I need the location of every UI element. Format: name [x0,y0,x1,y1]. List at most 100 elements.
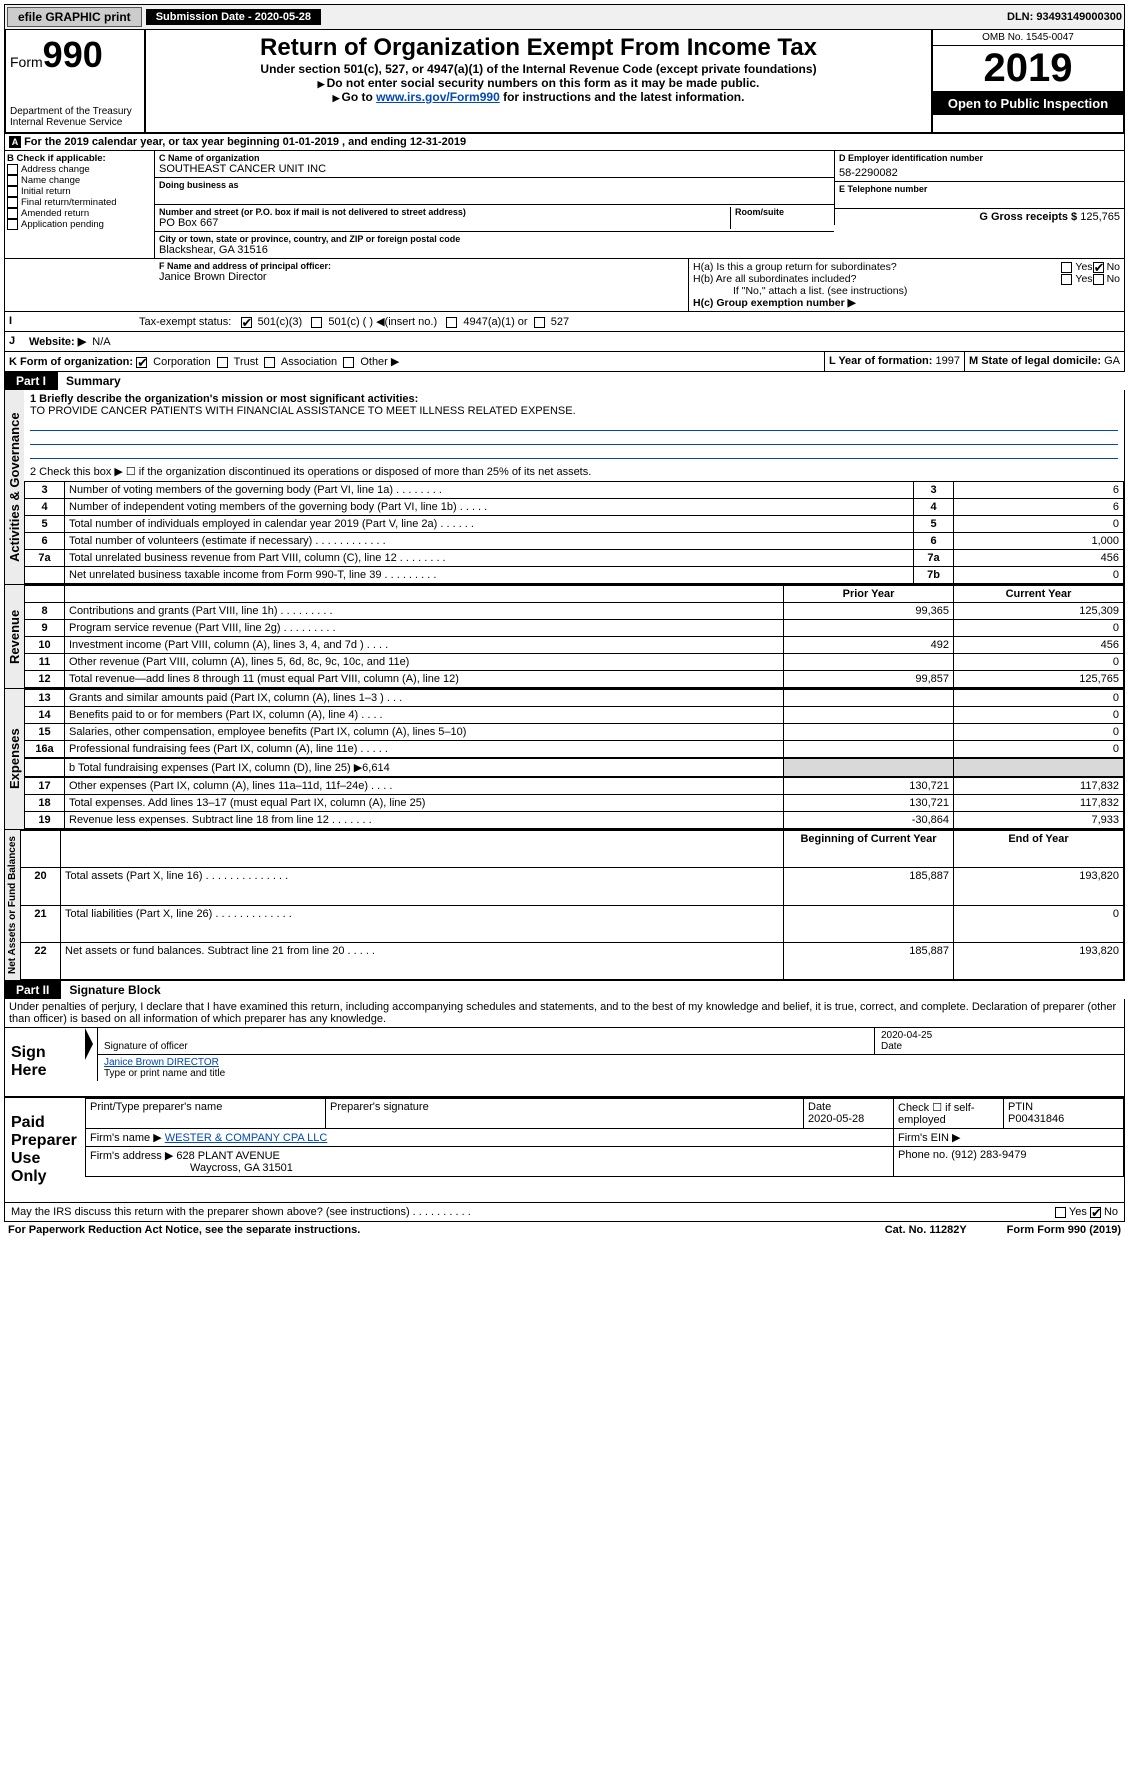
line-box: 5 [914,516,954,533]
line-num: 20 [21,868,61,905]
prior-year: 130,721 [784,778,954,795]
street: PO Box 667 [159,217,730,229]
f-lbl: F Name and address of principal officer: [159,261,684,271]
discuss-no[interactable]: No [1090,1206,1118,1218]
discuss-text: May the IRS discuss this return with the… [11,1206,1055,1218]
line-text: Number of independent voting members of … [65,499,914,516]
pp-sig-lbl: Preparer's signature [326,1099,804,1129]
line-num: 5 [25,516,65,533]
line-a: A For the 2019 calendar year, or tax yea… [4,134,1125,151]
corp-chk[interactable] [136,357,147,368]
prior-year: -30,864 [784,812,954,829]
c-name-cell: C Name of organization SOUTHEAST CANCER … [155,151,834,178]
vlabel-governance: Activities & Governance [5,390,24,584]
self-emp[interactable]: Check ☐ if self-employed [894,1099,1004,1129]
q1-lbl: 1 Briefly describe the organization's mi… [30,393,418,405]
yes-lbl: Yes [1075,273,1092,285]
i-lbl: I [5,312,135,331]
q2: 2 Check this box ▶ ☐ if the organization… [24,462,1124,481]
line-num: 21 [21,905,61,942]
under-section: Under section 501(c), 527, or 4947(a)(1)… [150,62,927,76]
b-opt-label: Final return/terminated [21,197,117,208]
501c3-chk[interactable] [241,317,252,328]
ein-lbl: D Employer identification number [839,153,1120,163]
trust-chk[interactable] [217,357,228,368]
street-cell: Number and street (or P.O. box if mail i… [155,205,834,232]
b-opt[interactable]: Application pending [7,219,152,230]
firm-name[interactable]: WESTER & COMPANY CPA LLC [165,1132,328,1144]
sig-date-val: 2020-04-25 [881,1030,932,1041]
line-val: 6 [954,499,1124,516]
line-text: Total unrelated business revenue from Pa… [65,550,914,567]
goto-link[interactable]: www.irs.gov/Form990 [376,90,500,104]
b-opt-label: Address change [21,164,90,175]
hb-no[interactable]: No [1093,273,1120,285]
line-text: Other revenue (Part VIII, column (A), li… [65,654,784,671]
ha-text: H(a) Is this a group return for subordin… [693,261,1061,273]
goto-line: Go to www.irs.gov/Form990 for instructio… [150,90,927,104]
exp-b: b Total fundraising expenses (Part IX, c… [65,759,784,777]
ha-no[interactable]: No [1093,261,1120,273]
line-num: 13 [25,690,65,707]
firm-lbl: Firm's name ▶ [90,1132,162,1144]
line-num: 6 [25,533,65,550]
assoc-chk[interactable] [264,357,275,368]
prior-year [784,905,954,942]
omb: OMB No. 1545-0047 [933,30,1123,46]
b-opt[interactable]: Name change [7,175,152,186]
city-lbl: City or town, state or province, country… [159,234,830,244]
trust: Trust [234,356,259,368]
rev-table: Prior YearCurrent Year8 Contributions an… [24,585,1124,688]
paid-preparer: Paid Preparer Use Only [5,1098,85,1202]
exp2-table: 17 Other expenses (Part IX, column (A), … [24,777,1124,829]
current-year: 456 [954,637,1124,654]
ha-yes[interactable]: Yes [1061,261,1092,273]
officer-name[interactable]: Janice Brown DIRECTOR [104,1057,219,1068]
paid-preparer-row: Paid Preparer Use Only Print/Type prepar… [5,1096,1124,1202]
exp-section: Expenses 13 Grants and similar amounts p… [4,689,1125,830]
arrow-icon [85,1028,93,1060]
goto-pre: Go to [333,90,377,104]
efile-button[interactable]: efile GRAPHIC print [7,7,142,27]
pp-name-lbl: Print/Type preparer's name [86,1099,326,1129]
sigoff-lbl: Signature of officer [104,1041,188,1052]
tax-year: 2019 [933,46,1123,92]
vlabel-netassets: Net Assets or Fund Balances [5,830,20,980]
other: Other ▶ [360,356,399,368]
addr1: 628 PLANT AVENUE [176,1150,280,1162]
entity-block: B Check if applicable: Address change Na… [4,151,1125,259]
footer: For Paperwork Reduction Act Notice, see … [4,1222,1125,1238]
527-chk[interactable] [534,317,545,328]
prior-year [784,724,954,741]
line-text: Total assets (Part X, line 16) . . . . .… [61,868,784,905]
other-chk[interactable] [343,357,354,368]
501c-chk[interactable] [311,317,322,328]
line-text: Total revenue—add lines 8 through 11 (mu… [65,671,784,688]
b-opt[interactable]: Amended return [7,208,152,219]
f-h-block: F Name and address of principal officer:… [4,259,1125,312]
phone-lbl2: Phone no. [898,1149,948,1161]
discuss-yes[interactable]: Yes [1055,1206,1087,1218]
rev-exp-section: Revenue Prior YearCurrent Year8 Contribu… [4,585,1125,689]
line-a-text: For the 2019 calendar year, or tax year … [24,136,466,148]
line-num: 9 [25,620,65,637]
line-text: Grants and similar amounts paid (Part IX… [65,690,784,707]
part1-header: Part I Summary [4,372,1125,390]
gov-table: 3 Number of voting members of the govern… [24,481,1124,584]
line-box: 6 [914,533,954,550]
b-opt[interactable]: Initial return [7,186,152,197]
addr-cell: Firm's address ▶ 628 PLANT AVENUEWaycros… [86,1147,894,1177]
dln: DLN: 93493149000300 [1007,11,1122,23]
topbar: efile GRAPHIC print Submission Date - 20… [4,4,1125,30]
b-opt[interactable]: Address change [7,164,152,175]
goto-post: for instructions and the latest informat… [500,90,745,104]
b-opt[interactable]: Final return/terminated [7,197,152,208]
4947-chk[interactable] [446,317,457,328]
year-formation: 1997 [936,355,960,367]
open-inspection: Open to Public Inspection [933,92,1123,115]
line-num: 15 [25,724,65,741]
current-year: 117,832 [954,778,1124,795]
hb-yes[interactable]: Yes [1061,273,1092,285]
no-lbl: No [1107,261,1120,273]
prior-year: 130,721 [784,795,954,812]
